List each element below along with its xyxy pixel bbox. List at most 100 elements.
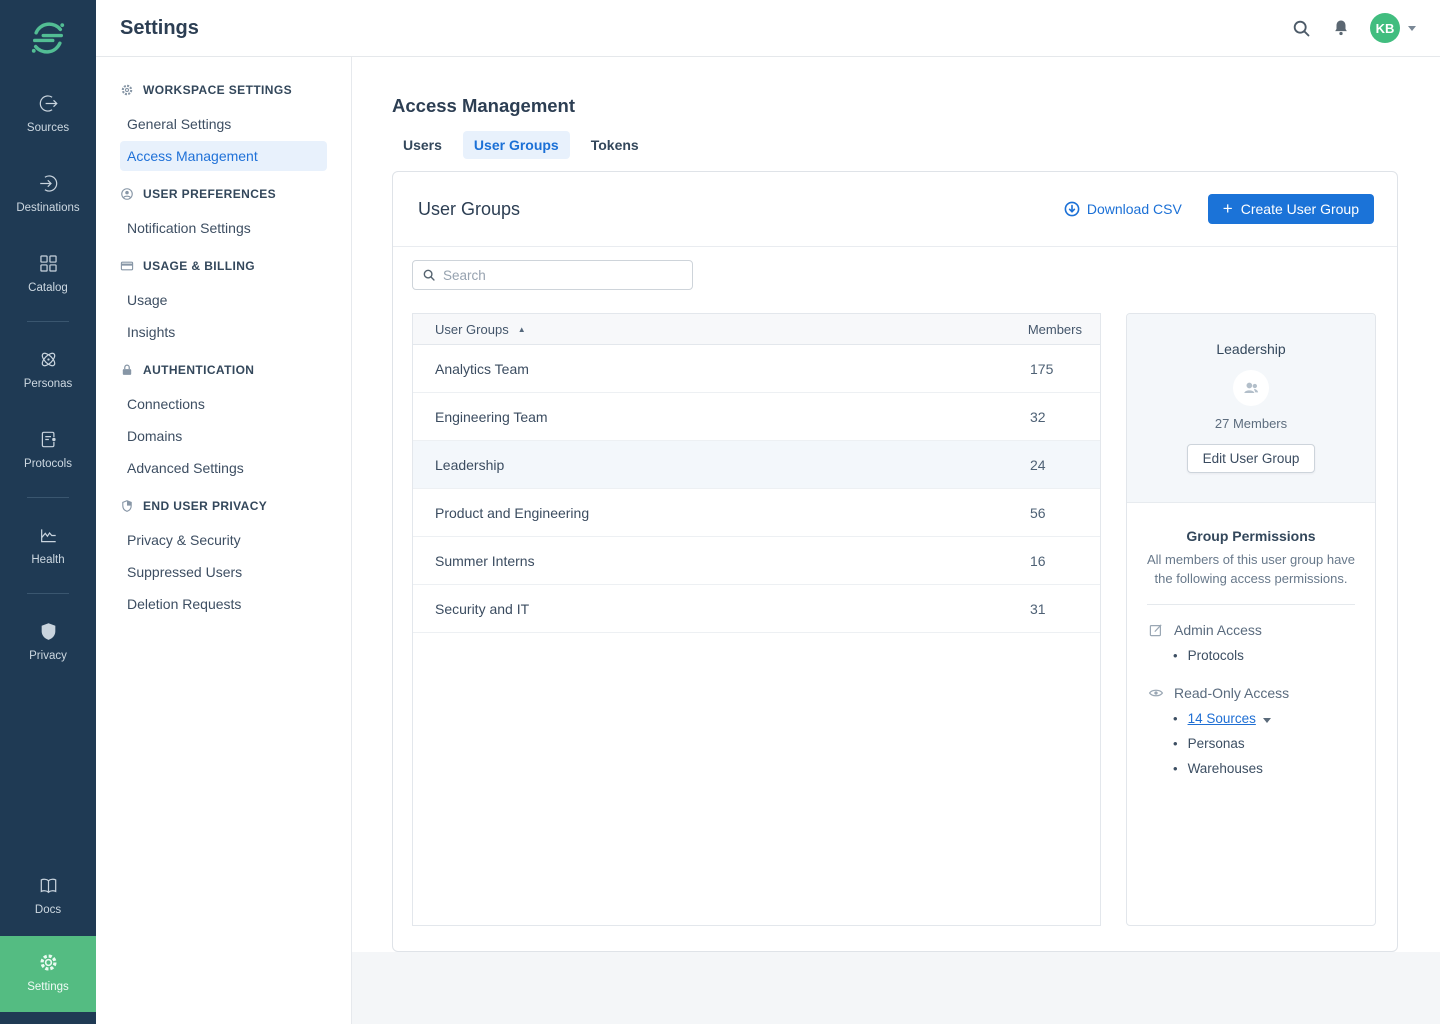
sources-icon <box>39 95 58 112</box>
docs-book-icon <box>40 878 56 894</box>
admin-access-label: Admin Access <box>1174 621 1262 638</box>
column-header-members[interactable]: Members <box>1027 321 1082 337</box>
sidebar-item-label: Health <box>31 554 65 566</box>
download-csv-button[interactable]: Download CSV <box>1064 201 1182 217</box>
nav-section-label: WORKSPACE SETTINGS <box>143 83 292 97</box>
nav-item-deletion-requests[interactable]: Deletion Requests <box>120 589 327 619</box>
search-button[interactable] <box>1291 18 1312 39</box>
group-name-cell: Engineering Team <box>435 408 548 425</box>
sidebar-item-label: Catalog <box>28 282 68 294</box>
members-cell: 24 <box>1030 456 1046 473</box>
content-surface: Access Management Users User Groups Toke… <box>352 57 1440 952</box>
sidebar-item-settings[interactable]: Settings <box>0 936 96 1012</box>
nav-item-label: Privacy & Security <box>127 532 241 548</box>
people-icon <box>1244 382 1259 393</box>
table-row[interactable]: Summer Interns 16 <box>413 537 1100 585</box>
readonly-access-label: Read-Only Access <box>1174 684 1290 701</box>
tab-user-groups[interactable]: User Groups <box>462 131 570 159</box>
group-detail-panel: Leadership <box>1126 313 1376 926</box>
tab-label: Users <box>403 137 442 153</box>
health-icon <box>40 529 56 543</box>
sources-count-link[interactable]: 14 Sources <box>1187 710 1256 726</box>
settings-gear-icon <box>39 954 57 971</box>
tab-label: User Groups <box>473 137 559 153</box>
sidebar-item-docs[interactable]: Docs <box>0 874 96 917</box>
column-header-user-groups[interactable]: User Groups <box>435 321 509 337</box>
protocols-icon <box>41 431 56 448</box>
main-panel: Access Management Users User Groups Toke… <box>352 57 1440 1024</box>
tab-users[interactable]: Users <box>392 131 453 159</box>
nav-section-header: USAGE & BILLING <box>96 256 351 276</box>
group-summary: Leadership <box>1127 314 1375 503</box>
sidebar-item-health[interactable]: Health <box>0 524 96 567</box>
table-row[interactable]: Analytics Team 175 <box>413 345 1100 393</box>
notifications-button[interactable] <box>1331 18 1351 38</box>
nav-item-label: Domains <box>127 428 183 444</box>
edit-user-group-button[interactable]: Edit User Group <box>1186 444 1316 473</box>
nav-section-header: WORKSPACE SETTINGS <box>96 80 351 100</box>
user-groups-card: User Groups Download CSV <box>392 171 1398 952</box>
plus-icon: + <box>1222 198 1233 218</box>
table-row[interactable]: Security and IT 31 <box>413 585 1100 633</box>
members-cell: 56 <box>1030 504 1046 521</box>
nav-item-label: Insights <box>127 324 176 340</box>
avatar: KB <box>1370 13 1400 43</box>
segment-logo[interactable] <box>0 0 96 76</box>
members-cell: 31 <box>1030 600 1046 617</box>
eye-icon <box>1148 689 1164 697</box>
table-row[interactable]: Engineering Team 32 <box>413 393 1100 441</box>
nav-item-label: Suppressed Users <box>127 564 243 580</box>
nav-item-label: Access Management <box>127 148 258 164</box>
sidebar-item-privacy[interactable]: Privacy <box>0 620 96 663</box>
table-row[interactable]: Product and Engineering 56 <box>413 489 1100 537</box>
nav-section-end-user-privacy: END USER PRIVACY Privacy & Security Supp… <box>96 496 351 619</box>
nav-item-privacy-security[interactable]: Privacy & Security <box>120 525 327 555</box>
nav-item-advanced-settings[interactable]: Advanced Settings <box>120 453 327 483</box>
nav-item-notification-settings[interactable]: Notification Settings <box>120 213 327 243</box>
app-sidebar-nav: Sources Destinations Catalog <box>0 76 96 1024</box>
group-name-cell: Leadership <box>435 456 505 473</box>
personas-icon <box>41 352 55 367</box>
nav-item-access-management[interactable]: Access Management <box>120 141 327 171</box>
bell-icon <box>1335 20 1347 36</box>
download-icon <box>1064 201 1080 217</box>
search-icon <box>1293 20 1310 36</box>
table-row-selected[interactable]: Leadership 24 <box>413 441 1100 489</box>
nav-section-label: USER PREFERENCES <box>143 187 277 201</box>
permission-item: • 14 Sources <box>1173 711 1375 726</box>
sidebar-item-label: Settings <box>27 981 69 993</box>
bullet: • <box>1173 760 1178 776</box>
permission-item: • Warehouses <box>1173 761 1375 776</box>
table-and-detail: User Groups ▲ Members Analytics Team 175 <box>412 313 1377 926</box>
settings-nav: WORKSPACE SETTINGS General Settings Acce… <box>96 57 352 1024</box>
sort-asc-icon[interactable]: ▲ <box>517 324 526 334</box>
sidebar-item-catalog[interactable]: Catalog <box>0 252 96 295</box>
permissions-description: All members of this user group have the … <box>1146 552 1356 586</box>
create-user-group-button[interactable]: + Create User Group <box>1207 194 1374 224</box>
nav-item-connections[interactable]: Connections <box>120 389 327 419</box>
nav-item-insights[interactable]: Insights <box>120 317 327 347</box>
sidebar-item-label: Privacy <box>29 650 67 662</box>
nav-item-domains[interactable]: Domains <box>120 421 327 451</box>
permission-label: Warehouses <box>1187 760 1263 776</box>
bullet: • <box>1173 647 1178 663</box>
sidebar-item-protocols[interactable]: Protocols <box>0 428 96 471</box>
sidebar-item-sources[interactable]: Sources <box>0 92 96 135</box>
group-permissions: Group Permissions All members of this us… <box>1127 503 1375 776</box>
user-menu[interactable]: KB <box>1370 13 1416 43</box>
app-sidebar: Sources Destinations Catalog <box>0 0 96 1024</box>
user-icon <box>121 188 133 200</box>
nav-item-general-settings[interactable]: General Settings <box>120 109 327 139</box>
nav-section-authentication: AUTHENTICATION Connections Domains Advan… <box>96 360 351 483</box>
nav-item-usage[interactable]: Usage <box>120 285 327 315</box>
edit-icon <box>1149 624 1162 636</box>
nav-item-label: Deletion Requests <box>127 596 242 612</box>
nav-item-suppressed-users[interactable]: Suppressed Users <box>120 557 327 587</box>
tab-tokens[interactable]: Tokens <box>580 131 650 159</box>
sidebar-item-personas[interactable]: Personas <box>0 348 96 391</box>
search-input[interactable] <box>443 267 683 283</box>
nav-item-label: General Settings <box>127 116 232 132</box>
sidebar-item-destinations[interactable]: Destinations <box>0 172 96 215</box>
content-area: WORKSPACE SETTINGS General Settings Acce… <box>96 57 1440 1024</box>
chevron-down-icon[interactable] <box>1262 717 1271 723</box>
